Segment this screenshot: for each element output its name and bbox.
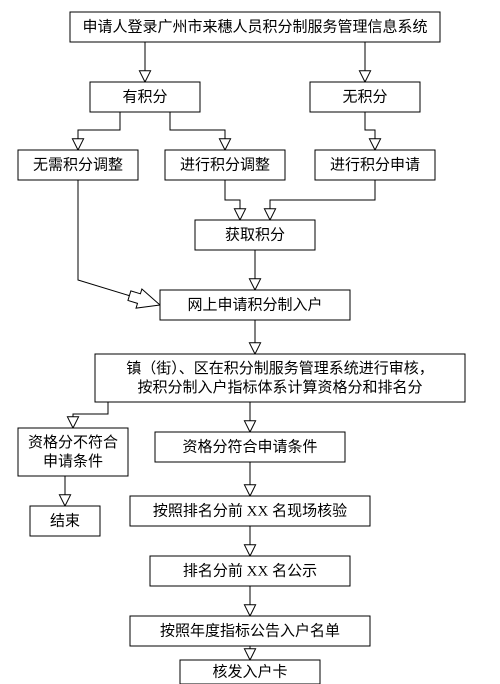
node-n10: 资格分不符合申请条件 bbox=[18, 428, 128, 476]
node-n3: 无积分 bbox=[310, 82, 420, 112]
edge-n3-n6 bbox=[365, 112, 375, 139]
node-n14: 排名分前 XX 名公示 bbox=[150, 556, 350, 586]
node-n2-label: 有积分 bbox=[122, 88, 167, 105]
node-n13: 按照排名分前 XX 名现场核验 bbox=[130, 496, 370, 526]
node-n13-label: 按照排名分前 XX 名现场核验 bbox=[153, 502, 347, 519]
node-n16-label: 核发入户卡 bbox=[212, 663, 287, 680]
edge-n6-n7 bbox=[270, 180, 375, 209]
node-n8-label: 网上申请积分制入户 bbox=[187, 296, 322, 313]
node-n2: 有积分 bbox=[90, 82, 200, 112]
edge-n2-n5 bbox=[170, 112, 225, 139]
node-n9-label: 按积分制入户指标体系计算资格分和排名分 bbox=[137, 378, 422, 396]
flowchart-canvas: 申请人登录广州市来穗人员积分制服务管理信息系统有积分 无积分无需积分调整 进行积分调… bbox=[0, 0, 500, 684]
node-n4: 无需积分调整 bbox=[18, 150, 138, 180]
node-n14-label: 排名分前 XX 名公示 bbox=[183, 562, 317, 579]
node-n5-label: 进行积分调整 bbox=[180, 156, 270, 173]
node-n9: 镇（街）、区在积分制服务管理系统进行审核，按积分制入户指标体系计算资格分和排名分 bbox=[95, 354, 465, 402]
node-n16: 核发入户卡 bbox=[180, 660, 320, 684]
node-n12-label: 结束 bbox=[50, 512, 80, 529]
node-n5: 进行积分调整 bbox=[165, 150, 285, 180]
node-n6-label: 进行积分申请 bbox=[330, 156, 420, 173]
node-n7-label: 获取积分 bbox=[225, 226, 285, 243]
node-n7: 获取积分 bbox=[195, 220, 315, 250]
node-n10-label: 申请条件 bbox=[43, 453, 103, 470]
node-n9-label: 镇（街）、区在积分制服务管理系统进行审核， bbox=[126, 360, 434, 377]
node-n15-label: 按照年度指标公告入户名单 bbox=[160, 622, 340, 639]
node-n11: 资格分符合申请条件 bbox=[155, 432, 345, 462]
node-n10-label: 资格分不符合 bbox=[28, 434, 118, 451]
node-n1: 申请人登录广州市来穗人员积分制服务管理信息系统 bbox=[70, 12, 440, 42]
edge-n9-n10 bbox=[73, 402, 108, 417]
edge-n2-n4 bbox=[78, 112, 120, 139]
edge-n5-n7 bbox=[225, 180, 240, 209]
node-n1-label: 申请人登录广州市来穗人员积分制服务管理信息系统 bbox=[82, 18, 427, 35]
node-n12: 结束 bbox=[30, 506, 100, 536]
node-n3-label: 无积分 bbox=[342, 88, 387, 105]
node-n8: 网上申请积分制入户 bbox=[160, 290, 350, 320]
edge-n4-n8 bbox=[78, 180, 133, 297]
node-n4-label: 无需积分调整 bbox=[33, 156, 123, 173]
node-n6: 进行积分申请 bbox=[315, 150, 435, 180]
node-n15: 按照年度指标公告入户名单 bbox=[130, 616, 370, 646]
nodes-layer: 申请人登录广州市来穗人员积分制服务管理信息系统有积分 无积分无需积分调整 进行积分调… bbox=[18, 12, 465, 684]
node-n11-label: 资格分符合申请条件 bbox=[182, 438, 317, 455]
